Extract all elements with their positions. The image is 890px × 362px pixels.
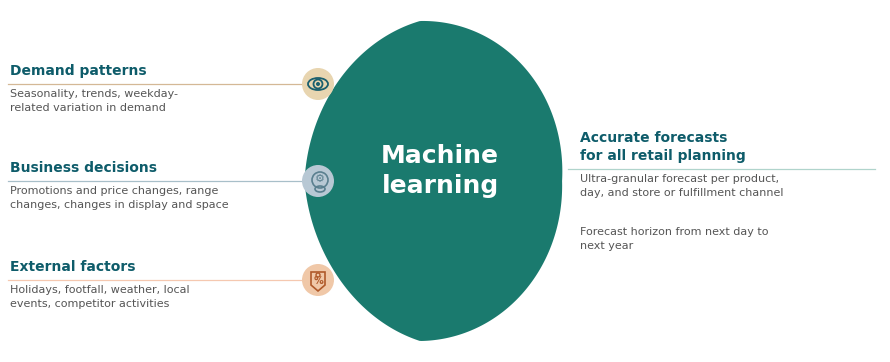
Polygon shape <box>304 21 562 341</box>
Circle shape <box>302 264 334 296</box>
Text: %: % <box>313 276 323 286</box>
Text: Forecast horizon from next day to
next year: Forecast horizon from next day to next y… <box>580 227 768 251</box>
Text: Accurate forecasts
for all retail planning: Accurate forecasts for all retail planni… <box>580 131 746 163</box>
Text: Seasonality, trends, weekday-
related variation in demand: Seasonality, trends, weekday- related va… <box>10 89 178 113</box>
Circle shape <box>302 165 334 197</box>
Text: Demand patterns: Demand patterns <box>10 64 147 78</box>
Text: External factors: External factors <box>10 260 135 274</box>
Text: Ultra-granular forecast per product,
day, and store or fulfillment channel: Ultra-granular forecast per product, day… <box>580 174 783 198</box>
Text: Promotions and price changes, range
changes, changes in display and space: Promotions and price changes, range chan… <box>10 186 229 210</box>
Circle shape <box>302 68 334 100</box>
Circle shape <box>316 82 320 86</box>
Text: ⚙: ⚙ <box>315 174 325 184</box>
Text: Business decisions: Business decisions <box>10 161 157 175</box>
Text: Machine
learning: Machine learning <box>381 144 499 198</box>
Text: Holidays, footfall, weather, local
events, competitor activities: Holidays, footfall, weather, local event… <box>10 285 190 308</box>
